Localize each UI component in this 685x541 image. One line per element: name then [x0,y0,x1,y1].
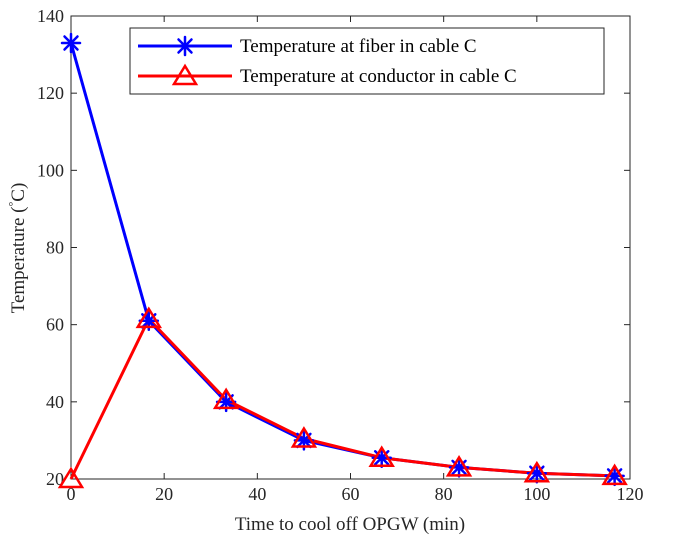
x-tick-label: 20 [155,484,173,504]
x-tick-label: 40 [248,484,266,504]
y-axis-label-unit: C) [8,183,29,202]
data-point-conductor [57,466,85,489]
x-axis-ticks: 0 20 40 60 80 100 120 [67,16,644,504]
y-tick-label: 40 [46,392,64,412]
series-line-conductor [69,317,615,480]
x-tick-label: 0 [67,484,76,504]
y-tick-label: 140 [37,6,64,26]
x-axis-label: Time to cool off OPGW (min) [235,514,465,535]
series-layer [57,32,628,489]
y-axis-ticks: 20 40 60 80 100 120 140 [37,6,630,489]
x-tick-label: 80 [435,484,453,504]
y-tick-label: 80 [46,238,64,258]
series-markers-conductor [57,306,628,489]
legend-box [129,27,605,95]
x-tick-label: 100 [523,484,550,504]
x-tick-label: 120 [617,484,644,504]
y-tick-label: 60 [46,315,64,335]
y-axis-label-prefix: Temperature ( [8,207,29,314]
legend: Temperature at fiber in cable C Temperat… [129,27,605,95]
series-conductor [69,317,615,480]
y-tick-label: 100 [37,160,64,180]
legend-label-conductor: Temperature at conductor in cable C [240,66,517,87]
data-point-fiber [60,32,82,54]
x-tick-label: 60 [342,484,360,504]
y-axis-label: Temperature (°C) [6,183,29,314]
data-point-conductor [445,455,473,477]
legend-marker-conductor [171,63,199,86]
legend-marker-fiber [174,35,196,57]
legend-label-fiber: Temperature at fiber in cable C [240,36,477,57]
data-point-conductor [212,387,240,410]
legend-entry-conductor: Temperature at conductor in cable C [138,63,517,87]
data-point-conductor [290,426,318,448]
y-axis-label-degree: ° [6,202,20,207]
legend-entry-fiber: Temperature at fiber in cable C [138,35,477,57]
data-point-conductor [523,460,551,483]
y-tick-label: 20 [46,469,64,489]
y-tick-label: 120 [37,83,64,103]
data-point-conductor [601,463,628,486]
data-point-conductor [135,306,163,329]
data-point-conductor [368,445,395,468]
